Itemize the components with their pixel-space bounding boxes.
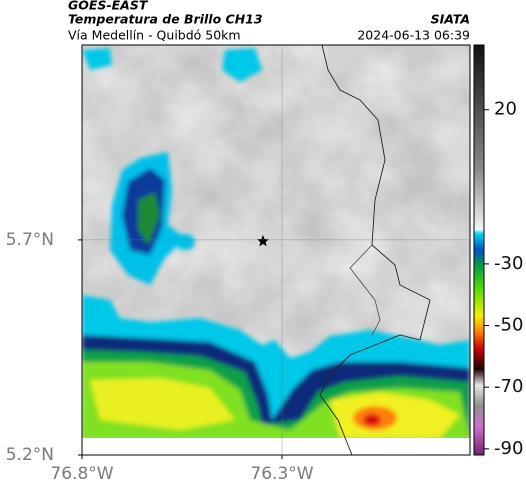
colorbar-tick-label: -90 xyxy=(494,438,523,459)
colorbar-tick-label: -70 xyxy=(494,376,523,397)
x-tick-label: 76.8°W xyxy=(50,464,113,484)
colorbar-tick-label: -50 xyxy=(494,315,523,336)
datetime: 2024-06-13 06:39 xyxy=(357,28,470,43)
colorbar xyxy=(473,44,485,456)
subtitle: Vía Medellín - Quibdó 50km xyxy=(68,28,241,43)
imagery xyxy=(82,45,470,455)
source: GOES-EAST xyxy=(68,0,149,13)
y-tick-label: 5.2°N xyxy=(6,445,54,465)
org: SIATA xyxy=(431,12,470,27)
x-tick-label: 76.3°W xyxy=(250,464,313,484)
map-frame xyxy=(81,44,471,456)
y-tick-label: 5.7°N xyxy=(6,230,54,250)
colorbar-tick-label: 20 xyxy=(494,99,517,120)
title: Temperatura de Brillo CH13 xyxy=(68,12,263,27)
colorbar-tick-label: -30 xyxy=(494,253,523,274)
